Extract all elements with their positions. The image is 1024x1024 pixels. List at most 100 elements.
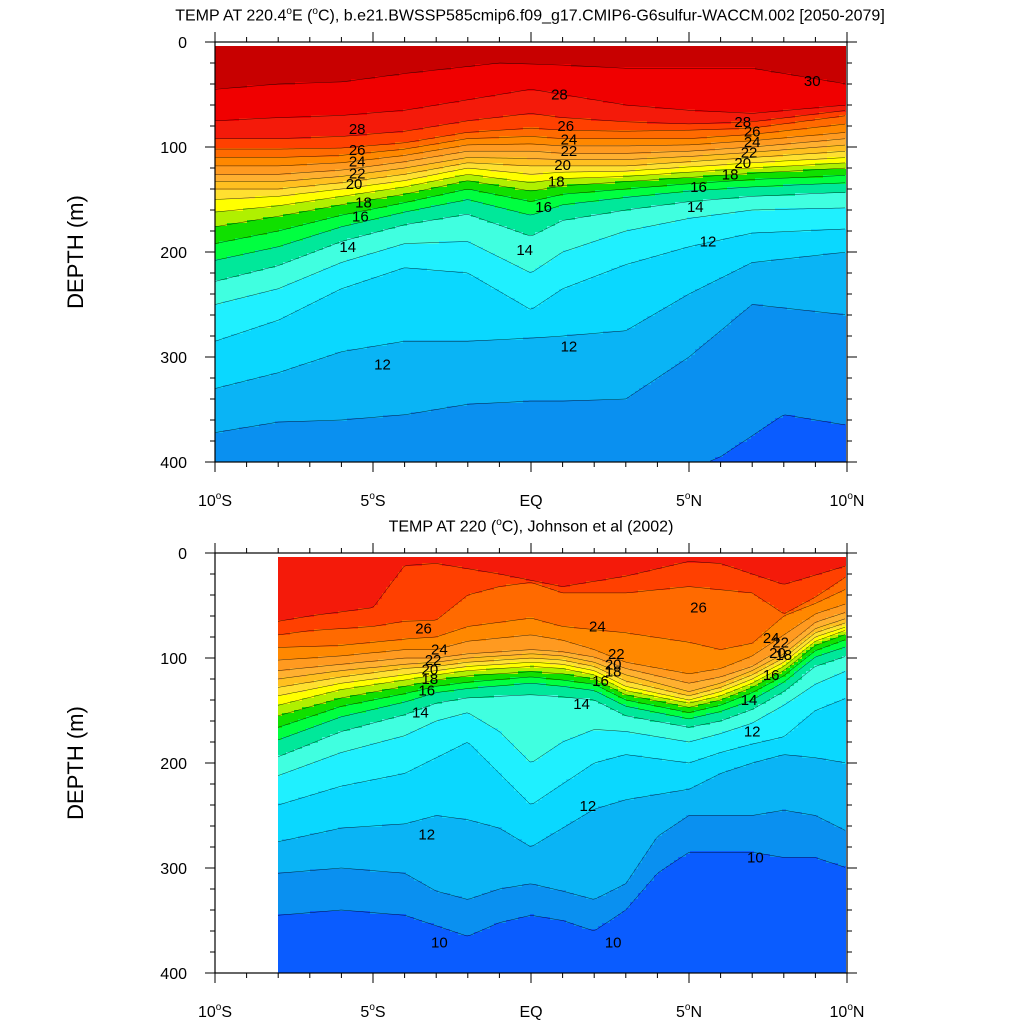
contour-cell xyxy=(298,719,302,731)
contour-cell xyxy=(478,674,482,680)
contour-cell xyxy=(331,148,335,157)
contour-cell xyxy=(359,223,363,235)
contour-cell xyxy=(611,67,615,103)
contour-cell xyxy=(611,121,615,130)
contour-cell xyxy=(614,632,618,659)
contour-cell xyxy=(530,914,534,973)
contour-cell xyxy=(571,160,575,166)
contour-cell xyxy=(386,740,390,776)
contour-cell xyxy=(566,662,570,665)
contour-cell xyxy=(559,166,563,172)
contour-cell xyxy=(374,683,378,692)
contour-cell xyxy=(331,244,335,265)
contour-cell xyxy=(555,292,559,337)
contour-cell xyxy=(602,653,606,662)
contour-cell xyxy=(387,175,391,184)
contour-cell xyxy=(506,659,510,665)
contour-cell xyxy=(507,115,511,130)
contour-cell xyxy=(470,569,474,593)
contour-cell xyxy=(775,166,779,172)
contour-cell xyxy=(459,406,463,462)
contour-cell xyxy=(594,593,598,629)
contour-cell xyxy=(775,133,779,139)
contour-cell xyxy=(471,403,475,462)
contour-cell xyxy=(622,593,626,632)
contour-cell xyxy=(707,112,711,124)
title-text: C), Johnson et al (2002) xyxy=(501,518,674,536)
contour-cell xyxy=(287,214,291,229)
contour-cell xyxy=(607,103,611,121)
contour-cell xyxy=(835,106,839,112)
contour-cell xyxy=(390,872,394,914)
contour-cell xyxy=(427,271,431,340)
contour-cell xyxy=(703,175,707,184)
contour-cell xyxy=(327,217,331,232)
contour-cell xyxy=(350,785,354,827)
contour-cell xyxy=(443,166,447,172)
contour-cell xyxy=(807,160,811,166)
contour-cell xyxy=(707,199,711,217)
contour-cell xyxy=(627,181,631,190)
contour-cell xyxy=(787,172,791,178)
contour-cell xyxy=(643,187,647,196)
contour-cell xyxy=(318,629,322,647)
contour-cell xyxy=(474,689,478,698)
contour-cell xyxy=(286,752,290,773)
contour-cell xyxy=(719,169,723,175)
contour-cell xyxy=(343,289,347,352)
contour-cell xyxy=(255,328,259,379)
contour-cell xyxy=(439,157,443,163)
contour-cell xyxy=(535,136,539,145)
contour-cell xyxy=(815,163,819,169)
contour-cell xyxy=(594,899,598,929)
contour-cell xyxy=(387,151,391,157)
contour-cell xyxy=(306,746,310,764)
contour-cell xyxy=(430,722,434,761)
contour-cell xyxy=(371,145,375,151)
contour-cell xyxy=(347,148,351,154)
contour-cell xyxy=(683,184,687,190)
contour-cell xyxy=(691,184,695,190)
contour-cell xyxy=(695,244,699,289)
contour-cell xyxy=(807,148,811,154)
contour-cell xyxy=(783,232,787,259)
contour-cell xyxy=(551,181,555,187)
contour-cell xyxy=(610,632,614,656)
contour-cell xyxy=(223,190,227,199)
contour-cell xyxy=(819,127,823,136)
contour-cell xyxy=(467,46,471,67)
contour-cell xyxy=(279,139,283,148)
contour-cell xyxy=(567,139,571,145)
contour-cell xyxy=(387,169,391,175)
contour-cell xyxy=(463,214,467,241)
contour-cell xyxy=(751,121,755,127)
contour-cell xyxy=(667,130,671,139)
contour-cell xyxy=(299,82,303,118)
contour-cell xyxy=(599,46,603,67)
contour-cell xyxy=(743,187,747,196)
contour-cell xyxy=(299,280,303,310)
contour-cell xyxy=(583,145,587,154)
contour-cell xyxy=(375,190,379,199)
contour-cell xyxy=(538,581,542,584)
contour-cell xyxy=(342,656,346,665)
contour-cell xyxy=(498,659,502,665)
contour-cell xyxy=(395,181,399,187)
y-tick-label: 100 xyxy=(160,140,187,157)
contour-cell xyxy=(319,208,323,220)
contour-cell xyxy=(354,611,358,629)
contour-cell xyxy=(411,154,415,160)
contour-cell xyxy=(495,145,499,151)
contour-cell xyxy=(542,659,546,662)
contour-cell xyxy=(446,692,450,701)
contour-cell xyxy=(450,701,454,716)
contour-cell xyxy=(386,719,390,740)
contour-cell xyxy=(387,112,391,133)
contour-cell xyxy=(302,677,306,683)
contour-cell xyxy=(611,199,615,211)
contour-cell xyxy=(282,725,286,737)
contour-cell xyxy=(530,803,534,845)
contour-cell xyxy=(735,199,739,211)
contour-cell xyxy=(703,190,707,199)
contour-cell xyxy=(587,172,591,178)
